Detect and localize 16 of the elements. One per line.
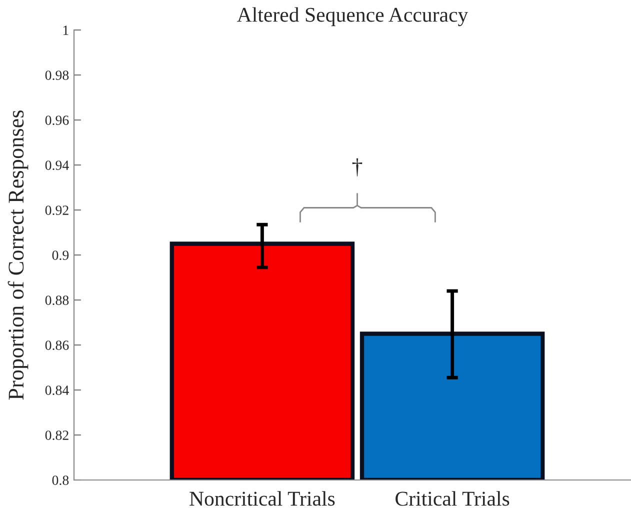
x-tick-label: Critical Trials xyxy=(396,491,510,506)
y-axis-title: Proportion of Correct Responses xyxy=(8,110,28,400)
y-tick-label: 0.84 xyxy=(45,386,69,396)
y-tick-label: 0.88 xyxy=(45,296,69,306)
x-tick-label: Noncritical Trials xyxy=(190,491,335,506)
y-tick-label: 0.92 xyxy=(45,206,68,216)
y-tick-label: 0.82 xyxy=(45,430,68,440)
y-tick-label: 0.98 xyxy=(45,70,69,80)
y-tick-label: 0.8 xyxy=(52,476,69,486)
y-tick-label: 1 xyxy=(63,26,68,35)
y-tick-label: 0.86 xyxy=(45,340,69,350)
y-tick-label: 0.96 xyxy=(45,116,69,126)
y-tick-label: 0.9 xyxy=(52,250,69,260)
chart-title: Altered Sequence Accuracy xyxy=(237,7,468,26)
y-tick-label: 0.94 xyxy=(45,160,69,170)
annotation: † xyxy=(352,158,362,176)
